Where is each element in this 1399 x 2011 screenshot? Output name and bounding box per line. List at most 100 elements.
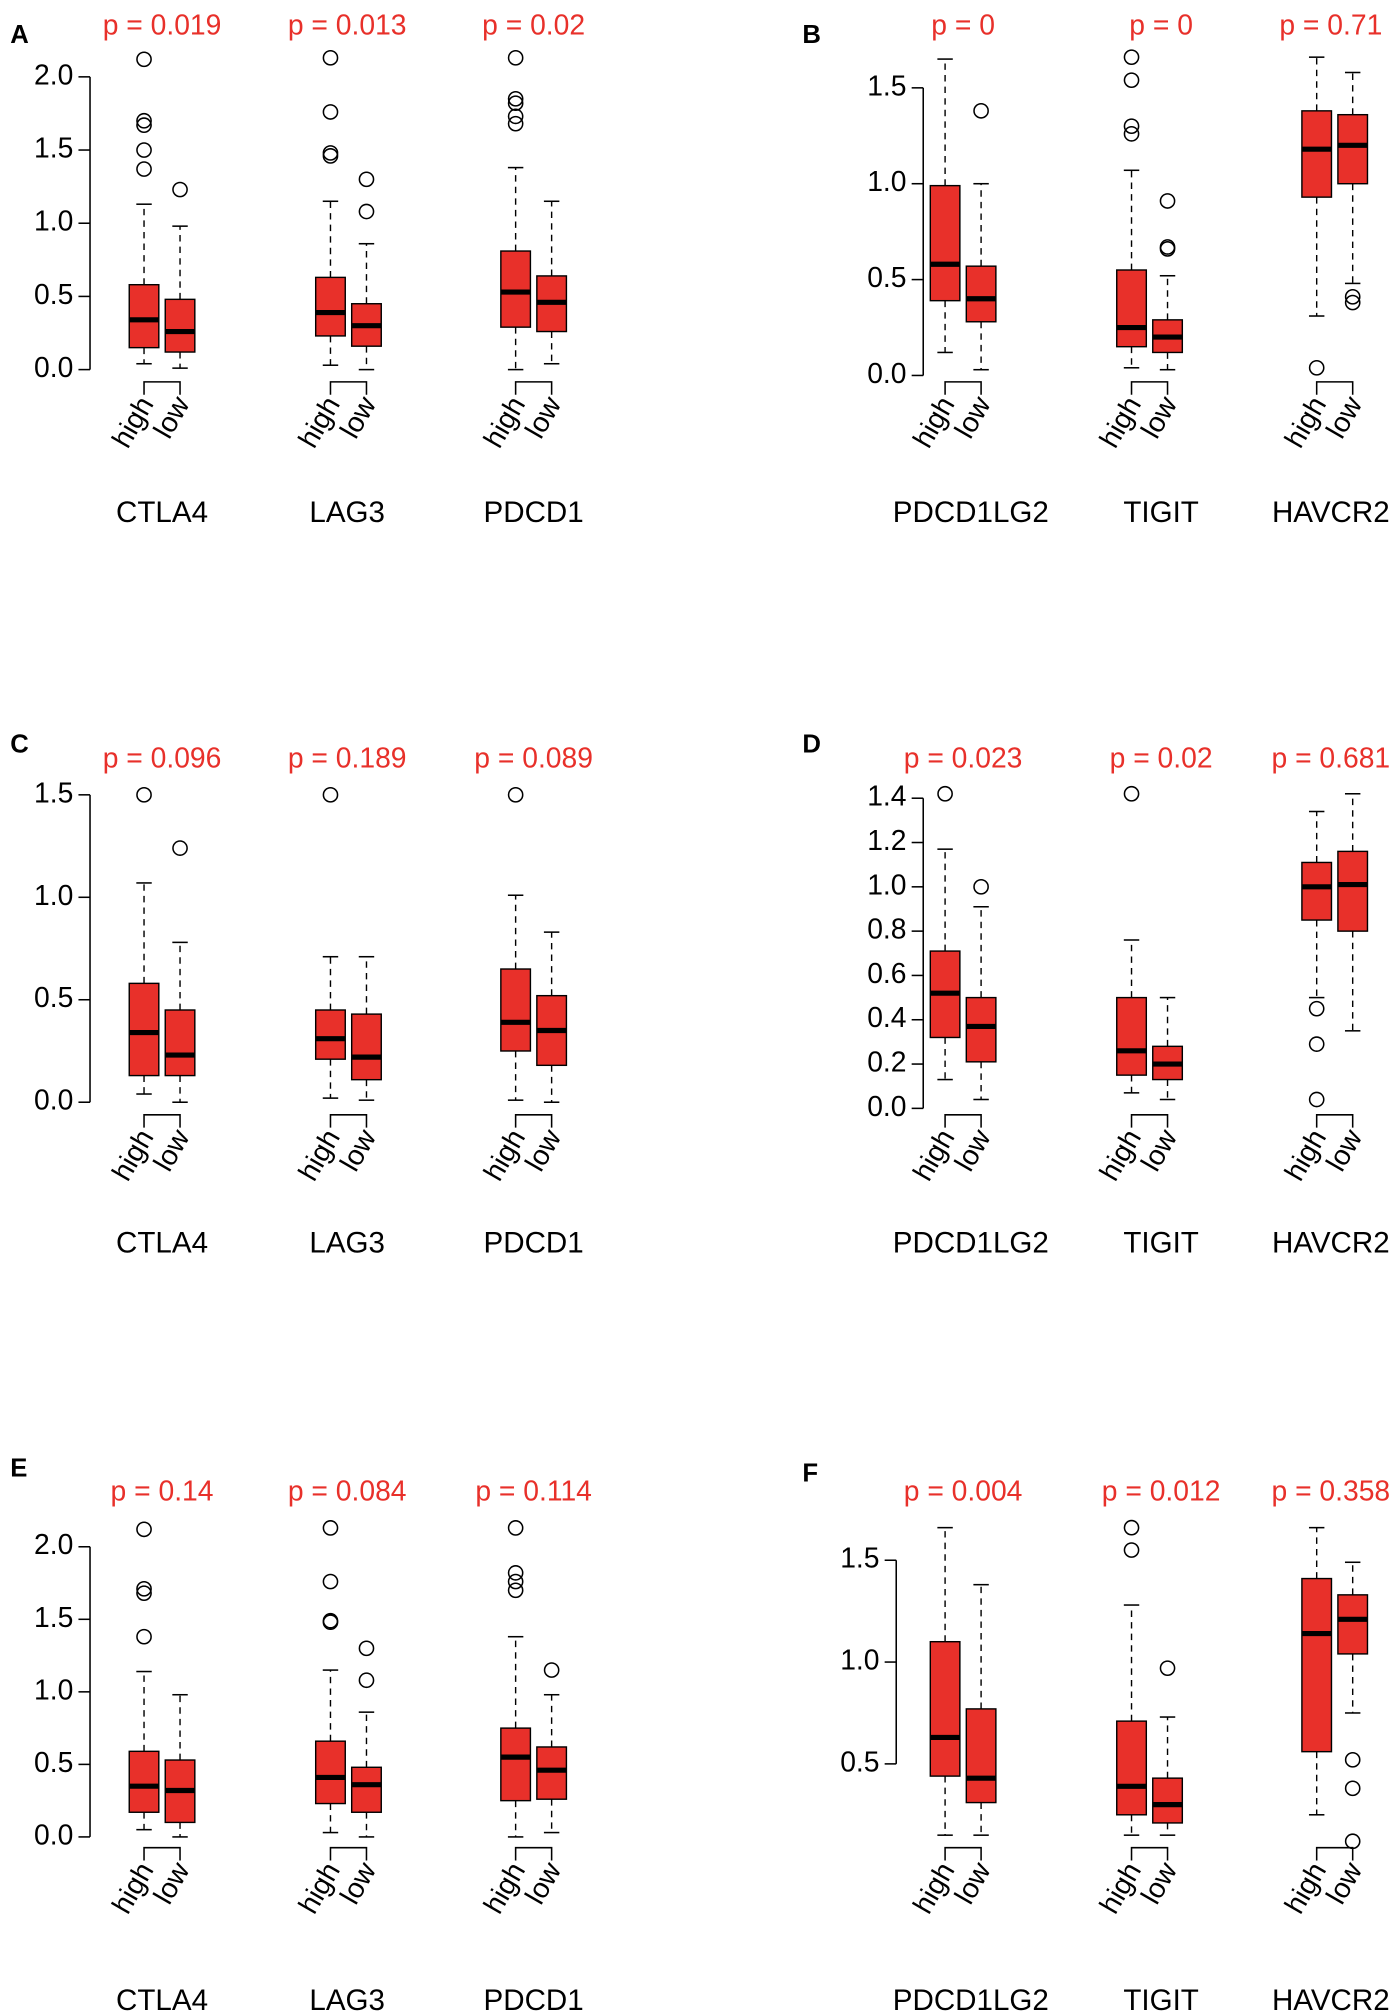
box	[1116, 1720, 1148, 1816]
box	[500, 968, 532, 1052]
group-bracket	[143, 381, 181, 395]
outlier	[322, 1520, 339, 1536]
y-tick-label: 0.0	[34, 1818, 73, 1850]
outlier	[507, 90, 524, 107]
group-label: low	[333, 1856, 382, 1909]
outlier	[1123, 72, 1140, 89]
outlier	[136, 1580, 152, 1597]
y-tick-label: 1.5	[34, 1601, 73, 1633]
p-value-label: p = 0.71	[1279, 8, 1382, 40]
group-bracket	[143, 1114, 181, 1128]
y-tick-label: 1.4	[867, 780, 906, 812]
y-tick-label: 2.0	[34, 1528, 73, 1560]
outlier	[507, 108, 524, 125]
p-value-label: p = 0.019	[103, 8, 222, 40]
y-tick-label: 1.0	[840, 1644, 879, 1676]
y-tick-label: 0.8	[867, 913, 906, 945]
y-tick-label: 1.5	[867, 69, 906, 101]
outlier	[358, 1672, 375, 1689]
group-label: low	[948, 390, 997, 443]
box	[929, 184, 961, 302]
p-value-label: p = 0.02	[1110, 741, 1213, 773]
group-bracket	[514, 1114, 553, 1128]
p-value-label: p = 0.14	[111, 1474, 214, 1506]
outlier	[322, 145, 339, 161]
group-bracket	[1130, 1846, 1169, 1861]
box	[536, 1746, 568, 1800]
y-tick-label: 1.0	[34, 205, 73, 237]
outlier	[136, 1521, 152, 1538]
group-label: low	[948, 1856, 997, 1909]
outlier	[507, 1582, 524, 1599]
y-tick-label: 1.0	[867, 868, 906, 900]
p-value-label: p = 0.023	[904, 741, 1023, 773]
box	[500, 1727, 532, 1802]
gene-label: HAVCR2	[1272, 1984, 1390, 2011]
group-label: low	[333, 1123, 382, 1176]
y-tick-label: 1.0	[867, 165, 906, 197]
gene-label: HAVCR2	[1272, 1226, 1390, 1259]
box	[314, 276, 346, 337]
outlier	[937, 785, 953, 802]
outlier	[507, 49, 524, 66]
y-tick-label: 0.0	[867, 357, 906, 389]
y-tick-label: 1.0	[34, 1673, 73, 1705]
outlier	[172, 840, 188, 856]
panel-label: B	[802, 21, 821, 49]
box	[1337, 850, 1369, 932]
box	[128, 283, 160, 349]
outlier	[358, 1640, 375, 1657]
group-label: low	[1134, 1856, 1183, 1909]
panel-label: E	[10, 1454, 27, 1482]
p-value-label: p = 0.013	[288, 8, 407, 40]
gene-label: CTLA4	[116, 1226, 208, 1259]
box	[1337, 113, 1369, 185]
outlier	[973, 878, 989, 895]
box	[1116, 269, 1148, 348]
gene-label: TIGIT	[1123, 1226, 1199, 1259]
outlier	[1159, 193, 1176, 209]
outlier	[136, 786, 152, 803]
outlier	[136, 161, 152, 177]
outlier	[136, 51, 152, 68]
outlier	[1123, 785, 1140, 802]
box	[164, 298, 196, 353]
panel-label: D	[802, 731, 821, 759]
y-tick-label: 0.2	[867, 1046, 906, 1078]
outlier	[172, 181, 188, 198]
p-value-label: p = 0	[931, 8, 995, 40]
outlier	[1123, 49, 1140, 66]
outlier	[507, 1573, 524, 1590]
y-tick-label: 0.0	[34, 1084, 73, 1116]
group-bracket	[1315, 1114, 1354, 1128]
outlier	[507, 786, 524, 803]
gene-label: TIGIT	[1123, 496, 1199, 529]
outlier	[136, 112, 152, 129]
gene-label: PDCD1LG2	[893, 1984, 1049, 2011]
group-label: low	[147, 1856, 196, 1909]
outlier	[322, 49, 339, 66]
outlier	[1308, 1036, 1325, 1052]
p-value-label: p = 0.089	[474, 741, 593, 773]
group-bracket	[1130, 381, 1169, 395]
group-bracket	[329, 381, 368, 395]
box	[1301, 1577, 1333, 1753]
box	[1301, 110, 1333, 198]
box	[314, 1740, 346, 1805]
group-bracket	[514, 381, 553, 395]
group-label: low	[1319, 1123, 1368, 1176]
outlier	[543, 1662, 560, 1678]
outlier	[358, 171, 375, 188]
gene-label: PDCD1	[484, 1984, 584, 2011]
p-value-label: p = 0.681	[1271, 741, 1390, 773]
gene-label: PDCD1LG2	[893, 496, 1049, 529]
group-bracket	[1315, 1846, 1354, 1861]
outlier	[1308, 359, 1325, 376]
gene-label: CTLA4	[116, 1984, 208, 2011]
group-bracket	[944, 1846, 982, 1861]
gene-label: LAG3	[309, 1984, 385, 2011]
p-value-label: p = 0.084	[288, 1474, 407, 1506]
p-value-label: p = 0.358	[1271, 1474, 1390, 1506]
outlier	[507, 1520, 524, 1536]
